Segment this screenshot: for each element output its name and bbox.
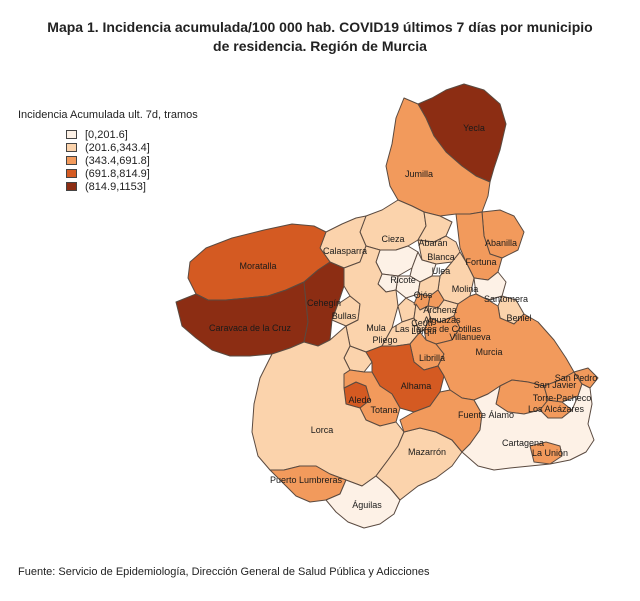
municipality-label: Mazarrón <box>408 447 446 457</box>
municipality-label: Abanilla <box>485 238 517 248</box>
municipality-label: Cieza <box>381 234 404 244</box>
legend-swatch <box>66 143 77 152</box>
municipality-label: Bullas <box>332 311 357 321</box>
municipality-label: Jumilla <box>405 169 433 179</box>
legend-swatch <box>66 130 77 139</box>
municipality-layer <box>175 83 599 529</box>
municipality-label: Blanca <box>427 252 455 262</box>
municipality-label: Murcia <box>475 347 502 357</box>
legend-label: (814.9,1153] <box>85 180 146 193</box>
legend-item: (201.6,343.4] <box>66 141 198 154</box>
legend-item: (691.8,814.9] <box>66 167 198 180</box>
legend-item: (343.4,691.8] <box>66 154 198 167</box>
legend-item: [0,201.6] <box>66 128 198 141</box>
map-title-line1: Mapa 1. Incidencia acumulada/100 000 hab… <box>47 19 593 35</box>
municipality-labels: Yecla Jumilla Abanilla Fortuna Moratalla Cala… <box>209 123 597 510</box>
municipality-label: Torre-Pacheco <box>533 393 592 403</box>
municipality-label: Pliego <box>372 335 397 345</box>
municipality-label: Totana <box>370 405 397 415</box>
municipality-label: Fortuna <box>465 257 496 267</box>
municipality-label: Ulea <box>432 266 451 276</box>
municipality-mula <box>343 245 399 353</box>
legend-swatch <box>66 182 77 191</box>
municipality-san-pedro <box>573 367 599 389</box>
municipality-label: Villanueva <box>449 332 490 342</box>
legend-title: Incidencia Acumulada ult. 7d, tramos <box>18 109 198 121</box>
municipality-label: Caravaca de la Cruz <box>209 323 292 333</box>
municipality-label: Ceutí <box>411 318 433 328</box>
municipality-label: Yecla <box>463 123 485 133</box>
municipality-label: Molina <box>452 284 479 294</box>
municipality-label: Águilas <box>352 500 382 510</box>
municipality-label: Santomera <box>484 294 528 304</box>
municipality-label: Alhama <box>401 381 432 391</box>
municipality-label: Lorca <box>311 425 334 435</box>
municipality-label: Puerto Lumbreras <box>270 475 343 485</box>
municipality-label: Lorquí <box>411 326 437 336</box>
legend-label: (201.6,343.4] <box>85 141 150 154</box>
municipality-label: Moratalla <box>239 261 276 271</box>
municipality-label: Mula <box>366 323 386 333</box>
legend-label: (343.4,691.8] <box>85 154 150 167</box>
municipality-label: Cehegín <box>307 298 341 308</box>
municipality-label: Archena <box>423 305 457 315</box>
source-note: Fuente: Servicio de Epidemiología, Direc… <box>18 566 430 578</box>
municipality-label: Abarán <box>418 238 447 248</box>
map-legend: Incidencia Acumulada ult. 7d, tramos [0,… <box>18 109 198 193</box>
legend-label: [0,201.6] <box>85 128 128 141</box>
municipality-label: Ojós <box>414 290 433 300</box>
municipality-label: Las Torres de Cotillas <box>395 324 482 334</box>
legend-swatch <box>66 156 77 165</box>
map-title: Mapa 1. Incidencia acumulada/100 000 hab… <box>0 18 640 56</box>
municipality-label: San Pedro <box>555 373 598 383</box>
municipality-label: Alguazas <box>423 315 461 325</box>
legend-swatch <box>66 169 77 178</box>
municipality-label: Ricote <box>390 275 416 285</box>
map-title-line2: de residencia. Región de Murcia <box>213 38 427 54</box>
municipality-label: La Unión <box>532 448 568 458</box>
municipality-la-union <box>529 441 563 465</box>
municipality-label: Beniel <box>506 313 531 323</box>
municipality-label: Calasparra <box>323 246 367 256</box>
municipality-label: Cartagena <box>502 438 544 448</box>
municipality-label: Aledo <box>348 395 371 405</box>
municipality-label: Fuente Álamo <box>458 410 514 420</box>
municipality-label: San Javier <box>534 380 577 390</box>
municipality-label: Librilla <box>419 353 445 363</box>
legend-label: (691.8,814.9] <box>85 167 150 180</box>
legend-item: (814.9,1153] <box>66 180 198 193</box>
municipality-label: Los Alcázares <box>528 404 585 414</box>
